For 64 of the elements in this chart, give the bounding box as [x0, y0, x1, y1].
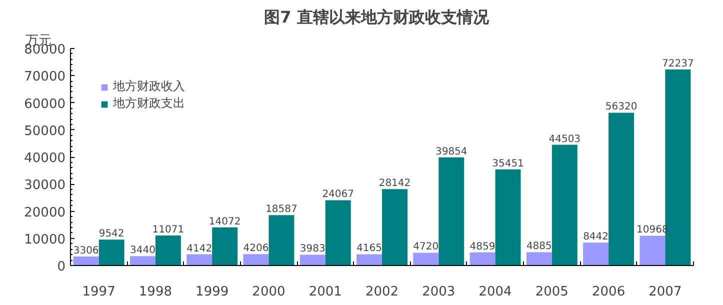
- bar: [526, 252, 552, 266]
- x-tick-label: 1997: [82, 284, 116, 300]
- bar: [243, 254, 269, 266]
- data-label: 9542: [98, 228, 124, 240]
- bar: [608, 112, 634, 266]
- data-label: 4720: [413, 242, 439, 253]
- bar: [268, 215, 294, 266]
- bar: [495, 169, 521, 266]
- bar: [98, 240, 124, 266]
- bar: [212, 227, 238, 266]
- y-tick-label: 30000: [24, 178, 66, 194]
- bar: [640, 236, 666, 266]
- data-label: 56320: [605, 102, 638, 113]
- x-tick-label: 1999: [196, 284, 229, 300]
- data-label: 4142: [186, 243, 212, 254]
- data-label: 3306: [73, 246, 99, 257]
- data-label: 3983: [300, 244, 326, 255]
- data-label: 18587: [266, 204, 298, 216]
- data-label: 14072: [208, 216, 241, 228]
- y-tick-label: 20000: [24, 205, 66, 220]
- bar: [356, 254, 382, 266]
- data-label: 72237: [662, 58, 694, 70]
- x-tick-label: 2000: [252, 284, 286, 300]
- x-tick-label: 2002: [365, 284, 399, 300]
- x-tick-label: 2004: [478, 284, 512, 300]
- y-tick-label: 0: [57, 260, 66, 274]
- y-tick-label: 10000: [24, 232, 66, 248]
- bar: [186, 254, 212, 266]
- bar: [155, 235, 181, 266]
- legend-label: 地方财政支出: [113, 95, 185, 112]
- y-tick-label: 60000: [24, 96, 66, 112]
- data-label: 24067: [322, 189, 354, 200]
- data-label: 44503: [548, 134, 581, 145]
- data-label: 4885: [526, 241, 552, 252]
- x-tick-label: 2005: [535, 284, 568, 300]
- y-tick-label: 50000: [24, 124, 66, 139]
- data-label: 4206: [243, 243, 269, 254]
- y-tick-label: 40000: [24, 151, 66, 166]
- data-label: 28142: [378, 178, 411, 190]
- data-label: 35451: [492, 158, 524, 170]
- data-label: 3440: [130, 245, 156, 256]
- legend-label: 地方财政收入: [113, 78, 185, 95]
- x-tick-label: 2003: [422, 284, 456, 300]
- data-label: 8442: [583, 232, 609, 243]
- bar: [413, 252, 439, 266]
- x-tick-label: 2007: [648, 284, 682, 300]
- chart-title: 图7 直辖以来地方财政收支情况: [264, 8, 490, 26]
- data-label: 4859: [470, 241, 496, 252]
- x-tick-label: 2001: [308, 284, 342, 300]
- bar: [73, 256, 99, 266]
- data-label: 11071: [152, 224, 184, 236]
- data-label: 4165: [356, 243, 382, 254]
- bar: [130, 256, 156, 266]
- bar: [438, 157, 464, 266]
- x-tick-label: 2006: [592, 284, 626, 300]
- bar: [470, 252, 496, 266]
- bar: [382, 189, 408, 266]
- bar: [552, 144, 578, 266]
- bar: [583, 242, 609, 266]
- y-tick-label: 70000: [24, 70, 66, 85]
- bar: [300, 254, 326, 266]
- data-label: 39854: [435, 146, 468, 158]
- bar: [325, 200, 351, 266]
- x-tick-label: 1998: [138, 284, 172, 300]
